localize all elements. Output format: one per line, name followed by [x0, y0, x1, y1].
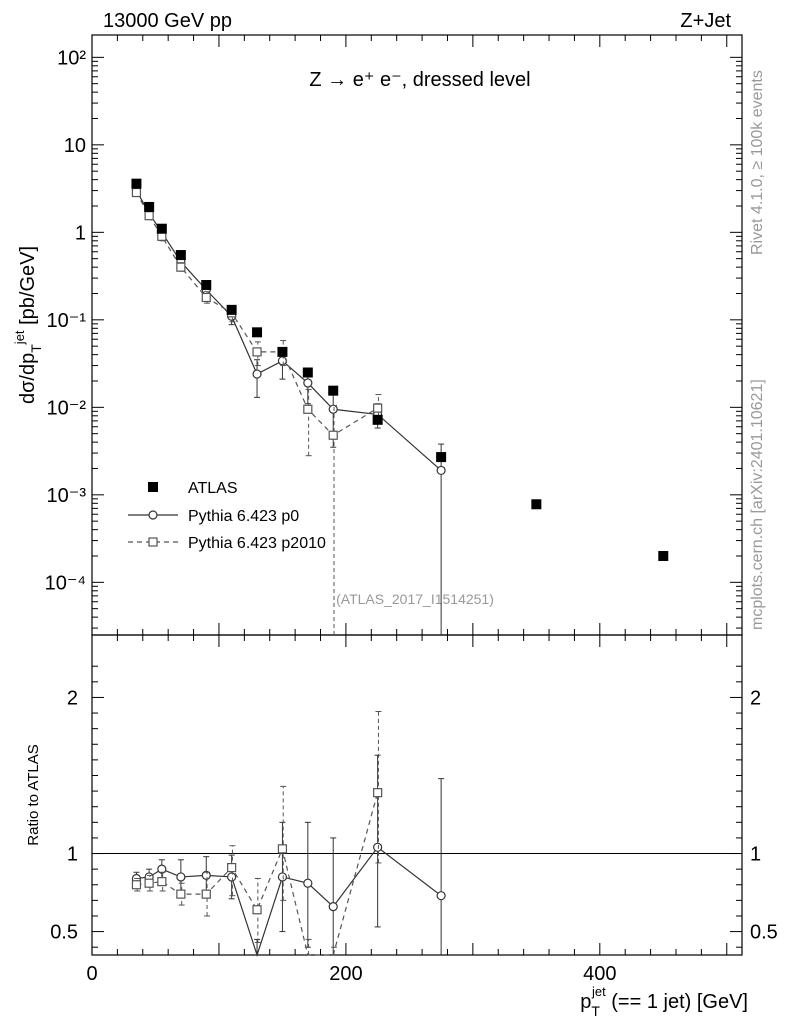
- atlas-data-point: [436, 452, 447, 463]
- p0-data-point: [176, 872, 186, 882]
- main-y-tick-label: 10⁻¹: [47, 310, 87, 332]
- x-tick-label: 200: [329, 963, 362, 985]
- p0-data-point: [436, 465, 446, 476]
- atlas-data-point: [658, 550, 669, 561]
- p2010-data-point: [373, 403, 383, 413]
- ratio-y-tick-label-right: 1: [750, 844, 761, 866]
- atlas-data-point: [156, 223, 167, 234]
- p0-data-point: [252, 369, 262, 379]
- legend-label: ATLAS: [188, 480, 238, 497]
- atlas-data-point: [201, 280, 212, 291]
- x-ticks: 0 200 400: [86, 35, 728, 985]
- p0-data-point: [303, 378, 313, 388]
- p0-data-point: [201, 870, 211, 880]
- legend-p2010-marker: [148, 537, 158, 547]
- atlas-data-point: [175, 250, 186, 261]
- p2010-data-point: [252, 905, 262, 915]
- legend: ATLAS Pythia 6.423 p0 Pythia 6.423 p2010: [128, 480, 326, 552]
- process-label: Z+Jet: [680, 10, 731, 32]
- main-y-tick-label: 10: [64, 135, 86, 157]
- p0-data-point: [436, 891, 446, 901]
- ratio-panel-frame: [91, 634, 743, 956]
- p0-data-point: [328, 404, 338, 414]
- ratio-y-tick-label-left: 2: [67, 687, 78, 709]
- ratio-y-tick-label-left: 0.5: [50, 922, 78, 944]
- ratio-y-tick-label-right: 2: [750, 687, 761, 709]
- p2010-data-point: [201, 889, 211, 899]
- p0-line: [135, 190, 442, 471]
- plot-title: Z → e⁺ e⁻, dressed level: [309, 69, 530, 91]
- p2010-data-point: [157, 877, 167, 887]
- atlas-data-point: [252, 327, 263, 338]
- main-y-ticks: 10² 10 1 10⁻¹ 10⁻² 10⁻³ 10⁻⁴: [45, 47, 742, 629]
- main-y-tick-label: 1: [75, 222, 86, 244]
- p0-data-point: [303, 878, 313, 888]
- x-tick-label: 0: [86, 963, 97, 985]
- energy-label: 13000 GeV pp: [103, 10, 232, 32]
- p2010-data-point: [277, 844, 288, 854]
- p0-data-point: [157, 864, 167, 874]
- x-tick-label: 400: [583, 963, 616, 985]
- p2010-data-point: [144, 211, 154, 221]
- p2010-data-point: [201, 292, 211, 303]
- p2010-line: [135, 192, 378, 436]
- legend-atlas-marker: [148, 482, 158, 492]
- p2010-data-point: [176, 262, 186, 272]
- atlas-data-point: [144, 201, 155, 212]
- ratio-series: [131, 710, 446, 957]
- main-y-tick-label: 10⁻³: [47, 485, 87, 507]
- atlas-data-point: [328, 385, 339, 396]
- p2010-data-point: [252, 347, 262, 357]
- atlas-data-point: [531, 499, 542, 510]
- atlas-data-point: [372, 414, 383, 425]
- main-series: [131, 178, 669, 635]
- p0-data-point: [227, 872, 237, 882]
- p2010-data-point: [176, 889, 186, 899]
- main-y-tick-label: 10⁻⁴: [45, 572, 86, 594]
- p2010-data-point: [303, 404, 313, 414]
- ratio-y-axis-title: Ratio to ATLAS: [25, 744, 42, 845]
- p0-data-point: [277, 872, 288, 882]
- mcplots-label: mcplots.cern.ch [arXiv:2401.10621]: [749, 379, 766, 630]
- main-y-tick-label: 10²: [57, 47, 86, 69]
- p2010-data-point: [373, 788, 383, 798]
- legend-p0-marker: [148, 510, 158, 520]
- x-axis-title: pTjet (== 1 jet) [GeV]: [580, 984, 748, 1019]
- main-y-axis-title: dσ/dpTjet [pb/GeV]: [12, 246, 44, 404]
- rivet-version-label: Rivet 4.1.0, ≥ 100k events: [749, 70, 766, 255]
- ratio-y-ticks: 0.5 0.5 1 1 2 2: [50, 665, 778, 948]
- p2010-data-point: [144, 878, 154, 888]
- atlas-data-point: [277, 346, 288, 357]
- ratio-y-tick-label-left: 1: [67, 844, 78, 866]
- legend-label: Pythia 6.423 p2010: [188, 535, 326, 552]
- p2010-data-point: [131, 187, 142, 198]
- p0-data-point: [373, 842, 383, 852]
- p0-data-point: [328, 902, 338, 912]
- ratio-y-tick-label-right: 0.5: [750, 922, 778, 944]
- p2010-data-point: [131, 880, 142, 890]
- p2010-data-point: [328, 430, 338, 440]
- atlas-data-point: [226, 304, 237, 315]
- atlas-data-point: [131, 178, 142, 189]
- analysis-id: (ATLAS_2017_I1514251): [336, 591, 494, 607]
- legend-label: Pythia 6.423 p0: [188, 508, 299, 525]
- atlas-data-point: [302, 367, 313, 378]
- p2010-data-point: [227, 862, 237, 873]
- main-y-tick-label: 10⁻²: [47, 397, 87, 419]
